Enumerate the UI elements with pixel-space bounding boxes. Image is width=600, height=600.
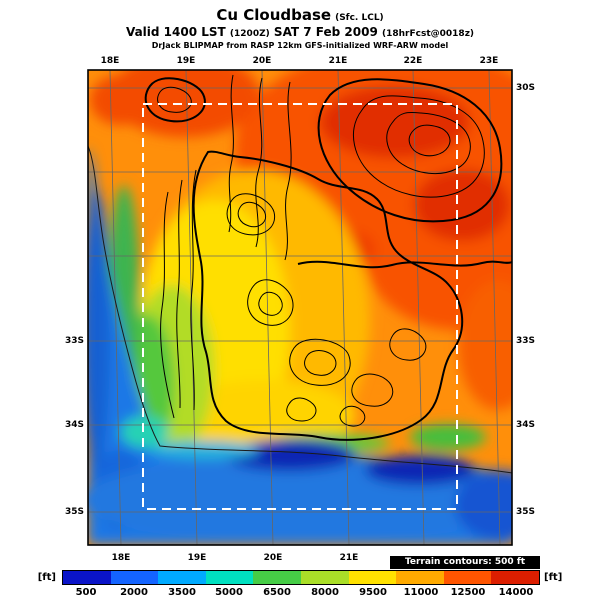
colorbar-label-11000: 11000 [403, 587, 439, 598]
valid-zulu: (1200Z) [229, 29, 270, 39]
colorbar-segment [63, 571, 111, 584]
colorbar-label-12500: 12500 [450, 587, 486, 598]
colorbar-segment [253, 571, 301, 584]
axis-label-top-23e: 23E [479, 56, 499, 66]
axis-label-top-18e: 18E [100, 56, 120, 66]
valid-line: Valid 1400 LST (1200Z) SAT 7 Feb 2009 (1… [0, 25, 600, 39]
model-credit-line: DrJack BLIPMAP from RASP 12km GFS-initia… [151, 41, 449, 50]
colorbar-label-6500: 6500 [263, 587, 291, 598]
colorbar [62, 570, 540, 585]
axis-label-right-30s: 30S [516, 83, 536, 93]
valid-prefix: Valid 1400 LST [125, 25, 226, 39]
axis-label-left-35s: 35S [64, 507, 84, 517]
axis-label-bottom-21e: 21E [339, 553, 359, 563]
model-domain-box [142, 103, 458, 510]
colorbar-segment [443, 571, 492, 584]
colorbar-unit-right: [ft] [544, 572, 563, 583]
colorbar-label-8000: 8000 [311, 587, 339, 598]
colorbar-segment [491, 571, 539, 584]
axis-label-left-34s: 34S [64, 420, 84, 430]
axis-label-top-19e: 19E [176, 56, 196, 66]
axis-label-bottom-18e: 18E [111, 553, 131, 563]
terrain-contours [144, 74, 512, 441]
page-title: Cu Cloudbase (Sfc. LCL) [0, 6, 600, 24]
colorbar-label-9500: 9500 [359, 587, 387, 598]
valid-date: SAT 7 Feb 2009 [273, 25, 378, 39]
axis-label-right-33s: 33S [516, 336, 536, 346]
colorbar-segment [110, 571, 159, 584]
colorbar-unit-left: [ft] [37, 572, 56, 583]
axis-label-left-33s: 33S [64, 336, 84, 346]
title-suffix: (Sfc. LCL) [335, 13, 384, 23]
coastline [88, 145, 512, 474]
colorbar-label-14000: 14000 [498, 587, 534, 598]
axis-label-right-35s: 35S [516, 507, 536, 517]
colorbar-segment [348, 571, 397, 584]
title-main: Cu Cloudbase [216, 6, 332, 24]
axis-label-bottom-19e: 19E [187, 553, 207, 563]
valid-fcst: (18hrFcst@0018z) [382, 29, 475, 39]
colorbar-segment [300, 571, 349, 584]
colorbar-label-3500: 3500 [168, 587, 196, 598]
axis-label-top-21e: 21E [328, 56, 348, 66]
terrain-contours-note: Terrain contours: 500 ft [390, 556, 540, 569]
colorbar-segment [205, 571, 254, 584]
axis-label-top-22e: 22E [403, 56, 423, 66]
colorbar-segment [396, 571, 444, 584]
colorbar-label-5000: 5000 [215, 587, 243, 598]
latlon-grid [88, 70, 512, 545]
colorbar-label-2000: 2000 [120, 587, 148, 598]
axis-label-top-20e: 20E [252, 56, 272, 66]
colorbar-segment [158, 571, 206, 584]
colorbar-label-500: 500 [75, 587, 97, 598]
axis-label-right-34s: 34S [516, 420, 536, 430]
axis-label-bottom-20e: 20E [263, 553, 283, 563]
map-frame [87, 69, 513, 546]
